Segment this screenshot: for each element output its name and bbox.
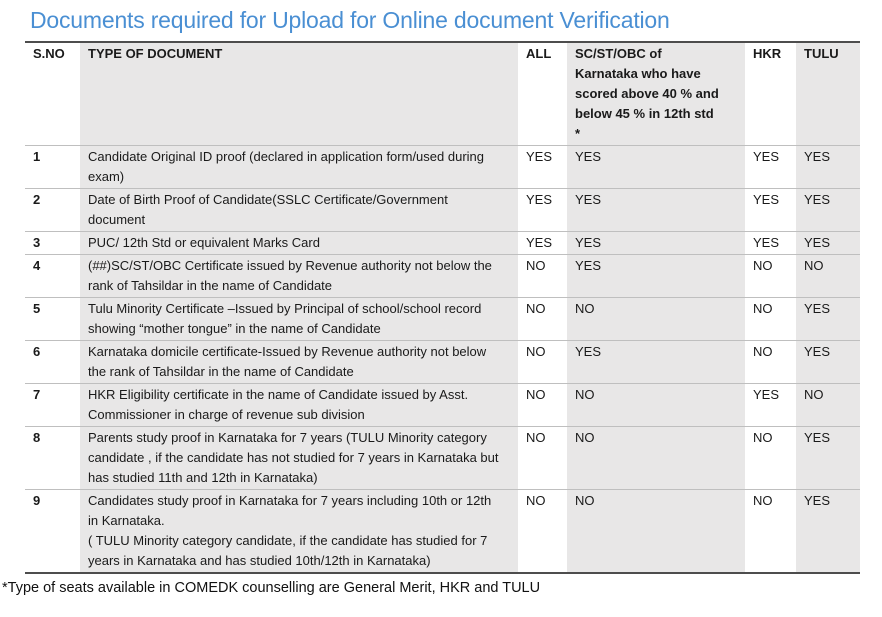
tulu-cell: NO bbox=[796, 383, 860, 427]
scst-cell: NO bbox=[567, 383, 745, 427]
tulu-cell: YES bbox=[796, 426, 860, 490]
scst-cell: YES bbox=[567, 340, 745, 384]
all-cell: NO bbox=[518, 426, 567, 490]
scst-cell: NO bbox=[567, 297, 745, 341]
table-row: 6 Karnataka domicile certificate-Issued … bbox=[25, 340, 860, 384]
hkr-cell: NO bbox=[745, 297, 796, 341]
column-header-all: ALL bbox=[518, 42, 567, 146]
page-title: Documents required for Upload for Online… bbox=[30, 7, 670, 33]
sno-cell: 2 bbox=[25, 188, 80, 232]
doc-cell: Date of Birth Proof of Candidate(SSLC Ce… bbox=[80, 188, 518, 232]
tulu-cell: YES bbox=[796, 231, 860, 255]
doc-cell: Tulu Minority Certificate –Issued by Pri… bbox=[80, 297, 518, 341]
column-header-hkr: HKR bbox=[745, 42, 796, 146]
sno-cell: 9 bbox=[25, 489, 80, 574]
all-cell: NO bbox=[518, 297, 567, 341]
all-cell: YES bbox=[518, 231, 567, 255]
all-cell: NO bbox=[518, 383, 567, 427]
doc-cell: Candidate Original ID proof (declared in… bbox=[80, 145, 518, 189]
scst-cell: NO bbox=[567, 426, 745, 490]
table-row: 1 Candidate Original ID proof (declared … bbox=[25, 145, 860, 189]
column-header-scst: SC/ST/OBC of Karnataka who have scored a… bbox=[567, 42, 745, 146]
tulu-cell: YES bbox=[796, 188, 860, 232]
column-header-type: TYPE OF DOCUMENT bbox=[80, 42, 518, 146]
hkr-cell: NO bbox=[745, 340, 796, 384]
all-cell: NO bbox=[518, 489, 567, 574]
doc-cell: Candidates study proof in Karnataka for … bbox=[80, 489, 518, 574]
doc-cell: PUC/ 12th Std or equivalent Marks Card bbox=[80, 231, 518, 255]
table-row: 5 Tulu Minority Certificate –Issued by P… bbox=[25, 297, 860, 341]
tulu-cell: YES bbox=[796, 145, 860, 189]
hkr-cell: NO bbox=[745, 489, 796, 574]
sno-cell: 7 bbox=[25, 383, 80, 427]
hkr-cell: YES bbox=[745, 231, 796, 255]
all-cell: NO bbox=[518, 340, 567, 384]
sno-cell: 3 bbox=[25, 231, 80, 255]
table-row: 3 PUC/ 12th Std or equivalent Marks Card… bbox=[25, 231, 860, 255]
table-row: 4 (##)SC/ST/OBC Certificate issued by Re… bbox=[25, 254, 860, 298]
scst-cell: NO bbox=[567, 489, 745, 574]
sno-cell: 5 bbox=[25, 297, 80, 341]
hkr-cell: YES bbox=[745, 383, 796, 427]
doc-cell: (##)SC/ST/OBC Certificate issued by Reve… bbox=[80, 254, 518, 298]
documents-table: S.NO TYPE OF DOCUMENT ALL SC/ST/OBC of K… bbox=[25, 41, 860, 574]
table-row: 9 Candidates study proof in Karnataka fo… bbox=[25, 489, 860, 574]
column-header-tulu: TULU bbox=[796, 42, 860, 146]
sno-cell: 1 bbox=[25, 145, 80, 189]
all-cell: YES bbox=[518, 145, 567, 189]
sno-cell: 8 bbox=[25, 426, 80, 490]
tulu-cell: YES bbox=[796, 489, 860, 574]
hkr-cell: NO bbox=[745, 254, 796, 298]
tulu-cell: YES bbox=[796, 340, 860, 384]
scst-cell: YES bbox=[567, 188, 745, 232]
scst-cell: YES bbox=[567, 145, 745, 189]
all-cell: YES bbox=[518, 188, 567, 232]
footnote: *Type of seats available in COMEDK couns… bbox=[2, 580, 541, 596]
column-header-sno: S.NO bbox=[25, 42, 80, 146]
hkr-cell: YES bbox=[745, 188, 796, 232]
hkr-cell: YES bbox=[745, 145, 796, 189]
table-row: 8 Parents study proof in Karnataka for 7… bbox=[25, 426, 860, 490]
table-row: 2 Date of Birth Proof of Candidate(SSLC … bbox=[25, 188, 860, 232]
table-row: 7 HKR Eligibility certificate in the nam… bbox=[25, 383, 860, 427]
hkr-cell: NO bbox=[745, 426, 796, 490]
doc-cell: Parents study proof in Karnataka for 7 y… bbox=[80, 426, 518, 490]
all-cell: NO bbox=[518, 254, 567, 298]
sno-cell: 4 bbox=[25, 254, 80, 298]
scst-cell: YES bbox=[567, 231, 745, 255]
tulu-cell: YES bbox=[796, 297, 860, 341]
doc-cell: Karnataka domicile certificate-Issued by… bbox=[80, 340, 518, 384]
doc-cell: HKR Eligibility certificate in the name … bbox=[80, 383, 518, 427]
header-row: S.NO TYPE OF DOCUMENT ALL SC/ST/OBC of K… bbox=[25, 42, 860, 146]
scst-cell: YES bbox=[567, 254, 745, 298]
tulu-cell: NO bbox=[796, 254, 860, 298]
sno-cell: 6 bbox=[25, 340, 80, 384]
document-page: Documents required for Upload for Online… bbox=[0, 6, 882, 598]
